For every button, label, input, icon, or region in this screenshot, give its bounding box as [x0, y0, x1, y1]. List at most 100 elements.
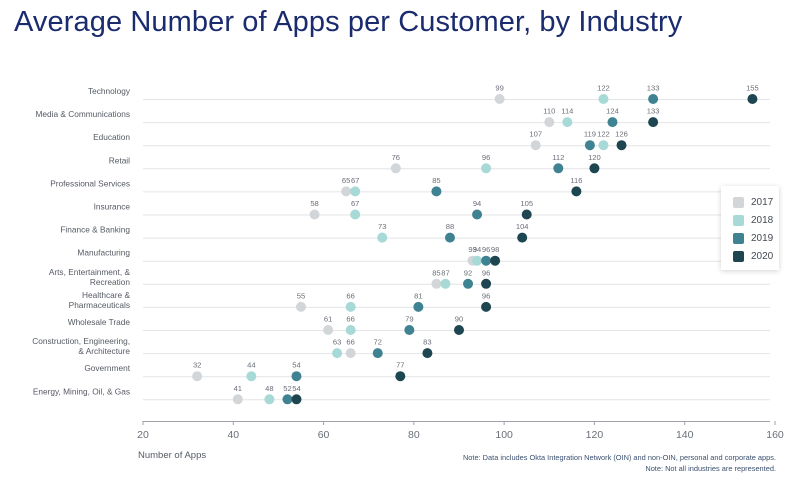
category-label: Pharmaceuticals: [69, 300, 130, 310]
category-label: Energy, Mining, Oil, & Gas: [33, 386, 130, 396]
legend-swatch: [733, 250, 744, 262]
point-2019: [481, 255, 492, 266]
point-2020: [395, 371, 406, 382]
legend-item-2017: 2017: [733, 196, 773, 208]
x-tick-label: 120: [586, 429, 604, 441]
point-2019: [444, 232, 455, 243]
point-2019: [291, 371, 302, 382]
value-label: 96: [482, 245, 490, 254]
point-2017: [530, 140, 541, 151]
x-axis-title: Number of Apps: [138, 450, 207, 461]
point-2020: [747, 94, 758, 104]
value-label: 96: [482, 153, 490, 162]
value-label: 98: [491, 245, 499, 254]
x-tick-label: 140: [676, 429, 694, 441]
legend-item-2019: 2019: [733, 232, 773, 244]
point-2019: [404, 325, 415, 335]
category-label: Wholesale Trade: [68, 317, 131, 327]
value-label: 122: [597, 84, 610, 93]
value-label: 90: [455, 315, 463, 324]
point-2017: [323, 325, 334, 335]
category-labels: Technology Media & Communications Educatio…: [32, 86, 131, 396]
point-2020: [481, 278, 492, 289]
x-tick-label: 100: [495, 429, 513, 441]
point-2018: [332, 348, 343, 359]
value-label: 107: [529, 130, 542, 139]
value-label: 54: [292, 361, 300, 370]
value-label: 44: [247, 361, 255, 370]
value-label: 77: [396, 361, 404, 370]
value-label: 54: [292, 384, 300, 393]
category-label: Retail: [109, 155, 130, 165]
x-tick-label: 80: [408, 429, 420, 441]
category-label: Professional Services: [50, 178, 130, 188]
value-label: 116: [570, 176, 582, 185]
point-2019: [472, 209, 483, 220]
point-2019: [553, 163, 564, 174]
value-label: 85: [432, 268, 440, 277]
point-2019: [431, 186, 442, 197]
value-label: 112: [552, 153, 564, 162]
point-2018: [598, 94, 609, 104]
point-2018: [562, 117, 573, 128]
value-label: 122: [597, 130, 610, 139]
point-2020: [616, 140, 627, 151]
category-label: Insurance: [94, 202, 131, 212]
point-2020: [454, 325, 464, 335]
point-2017: [192, 371, 203, 382]
value-label: 119: [584, 130, 596, 139]
value-label: 61: [324, 315, 332, 324]
point-2017: [296, 301, 306, 312]
point-2019: [607, 117, 618, 128]
point-2019: [282, 394, 293, 405]
value-label: 73: [378, 222, 386, 231]
value-label: 58: [310, 199, 318, 208]
row-lines: [143, 99, 770, 401]
value-label: 79: [405, 315, 413, 324]
point-2018: [598, 140, 609, 151]
category-label: Technology: [88, 86, 131, 96]
point-2020: [589, 163, 600, 174]
category-label: Government: [84, 363, 130, 373]
x-tick-label: 40: [227, 429, 239, 441]
point-2020: [490, 255, 501, 266]
point-2018: [350, 209, 361, 220]
value-label: 133: [647, 107, 660, 116]
value-label: 85: [432, 176, 440, 185]
value-label: 66: [346, 315, 354, 324]
value-label: 124: [606, 107, 619, 116]
x-axis: 20 40 60 80 100 120 140 160: [137, 421, 784, 441]
value-label: 67: [351, 176, 359, 185]
value-label: 52: [283, 384, 291, 393]
point-2020: [291, 394, 302, 405]
point-2020: [521, 209, 532, 220]
category-label: Education: [93, 132, 130, 142]
x-tick-label: 20: [137, 429, 149, 441]
category-label: Media & Communications: [35, 109, 130, 119]
point-2017: [232, 394, 243, 405]
point-2020: [481, 301, 492, 312]
point-2018: [345, 301, 356, 312]
note-industries: Note: Not all industries are represented…: [645, 464, 776, 473]
legend-item-2020: 2020: [733, 250, 773, 262]
value-label: 155: [746, 84, 759, 93]
value-label: 126: [615, 130, 628, 139]
value-label: 55: [297, 291, 305, 300]
category-label: Healthcare &: [82, 290, 130, 300]
point-2018: [472, 255, 483, 266]
value-label: 96: [482, 268, 490, 277]
value-label: 94: [473, 245, 481, 254]
point-2018: [481, 163, 492, 174]
legend-swatch: [733, 196, 744, 208]
value-label: 93: [468, 245, 476, 254]
value-label: 110: [543, 107, 555, 116]
legend-label: 2018: [751, 214, 774, 226]
point-2017: [431, 278, 442, 289]
value-label: 114: [561, 107, 573, 116]
point-2018: [246, 371, 257, 382]
point-2017: [390, 163, 401, 174]
point-2020: [571, 186, 582, 197]
value-label: 67: [351, 199, 359, 208]
point-2018: [345, 325, 356, 335]
